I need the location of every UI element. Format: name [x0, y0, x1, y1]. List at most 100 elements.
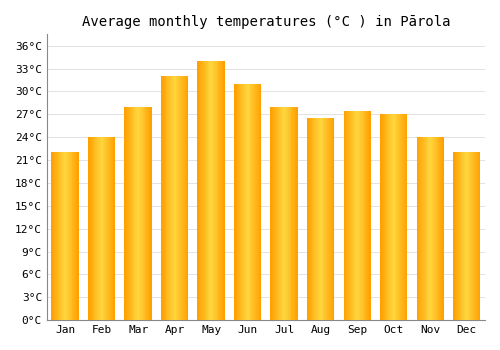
Bar	[477, 153, 478, 320]
Bar	[126, 107, 127, 320]
Bar	[142, 107, 144, 320]
Bar	[221, 61, 222, 320]
Bar	[114, 137, 116, 320]
Bar	[67, 153, 68, 320]
Bar	[435, 137, 436, 320]
Bar	[329, 118, 330, 320]
Bar	[430, 137, 431, 320]
Bar	[362, 111, 364, 320]
Bar	[286, 107, 287, 320]
Bar	[236, 84, 238, 320]
Bar	[66, 153, 67, 320]
Bar	[366, 111, 368, 320]
Bar	[443, 137, 444, 320]
Bar	[280, 107, 281, 320]
Bar	[100, 137, 102, 320]
Bar	[206, 61, 208, 320]
Bar	[129, 107, 130, 320]
Bar	[95, 137, 96, 320]
Bar	[218, 61, 220, 320]
Bar	[111, 137, 112, 320]
Bar	[400, 114, 401, 320]
Bar	[75, 153, 76, 320]
Bar	[138, 107, 139, 320]
Bar	[134, 107, 136, 320]
Bar	[173, 76, 174, 320]
Bar	[77, 153, 78, 320]
Bar	[294, 107, 295, 320]
Bar	[356, 111, 357, 320]
Bar	[72, 153, 74, 320]
Bar	[442, 137, 443, 320]
Bar	[441, 137, 442, 320]
Bar	[78, 153, 79, 320]
Bar	[466, 153, 468, 320]
Bar	[464, 153, 465, 320]
Bar	[295, 107, 296, 320]
Bar	[393, 114, 394, 320]
Bar	[181, 76, 182, 320]
Bar	[88, 137, 89, 320]
Bar	[390, 114, 391, 320]
Bar	[308, 118, 309, 320]
Bar	[346, 111, 347, 320]
Bar	[102, 137, 104, 320]
Bar	[274, 107, 275, 320]
Bar	[182, 76, 183, 320]
Bar	[277, 107, 278, 320]
Bar	[252, 84, 253, 320]
Bar	[326, 118, 327, 320]
Bar	[370, 111, 371, 320]
Bar	[351, 111, 352, 320]
Bar	[170, 76, 171, 320]
Bar	[242, 84, 243, 320]
Bar	[89, 137, 90, 320]
Bar	[107, 137, 108, 320]
Bar	[344, 111, 346, 320]
Bar	[328, 118, 329, 320]
Bar	[425, 137, 426, 320]
Bar	[423, 137, 424, 320]
Bar	[443, 137, 444, 320]
Bar	[161, 76, 162, 320]
Bar	[214, 61, 215, 320]
Bar	[320, 118, 322, 320]
Bar	[223, 61, 224, 320]
Bar	[383, 114, 384, 320]
Bar	[52, 153, 54, 320]
Bar	[141, 107, 142, 320]
Bar	[112, 137, 114, 320]
Bar	[161, 76, 162, 320]
Bar	[332, 118, 334, 320]
Bar	[420, 137, 421, 320]
Bar	[421, 137, 422, 320]
Bar	[98, 137, 99, 320]
Bar	[224, 61, 225, 320]
Bar	[92, 137, 94, 320]
Bar	[253, 84, 254, 320]
Bar	[198, 61, 200, 320]
Bar	[476, 153, 477, 320]
Bar	[168, 76, 169, 320]
Bar	[460, 153, 462, 320]
Bar	[124, 107, 125, 320]
Bar	[144, 107, 146, 320]
Bar	[386, 114, 388, 320]
Bar	[208, 61, 210, 320]
Bar	[368, 111, 369, 320]
Bar	[465, 153, 466, 320]
Bar	[64, 153, 65, 320]
Bar	[174, 76, 176, 320]
Bar	[250, 84, 252, 320]
Bar	[108, 137, 109, 320]
Bar	[398, 114, 399, 320]
Bar	[238, 84, 240, 320]
Bar	[235, 84, 236, 320]
Bar	[244, 84, 245, 320]
Bar	[68, 153, 69, 320]
Bar	[90, 137, 92, 320]
Bar	[382, 114, 383, 320]
Bar	[455, 153, 456, 320]
Bar	[58, 153, 59, 320]
Bar	[169, 76, 170, 320]
